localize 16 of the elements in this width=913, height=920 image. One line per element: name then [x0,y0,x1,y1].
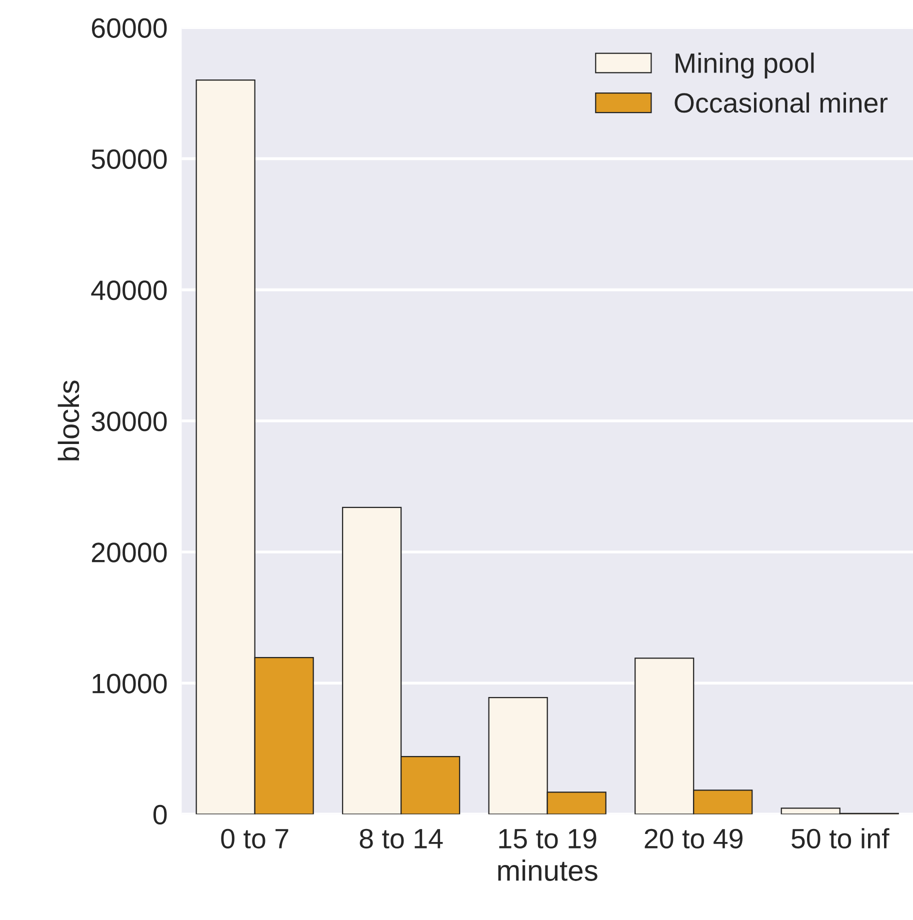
y-tick-label: 20000 [92,542,167,562]
y-tick-label: 10000 [92,674,167,694]
x-tick-label: 8 to 14 [360,828,443,848]
y-tick-label: 0 [153,804,167,825]
legend-label: Mining pool [676,52,814,78]
y-tick-label: 40000 [91,280,167,300]
x-axis-title: minutes [498,860,598,881]
x-tick-label: 0 to 7 [221,828,288,848]
y-tick-label: 60000 [92,18,167,38]
y-axis-title: blocks [58,380,80,460]
x-tick-label: 20 to 49 [644,828,742,848]
y-tick-label: 30000 [92,412,167,432]
legend-label: Occasional miner [674,92,888,113]
x-tick-label: 15 to 19 [499,828,596,848]
y-tick-label: 50000 [92,149,167,170]
x-tick-label: 50 to inf [792,828,890,848]
